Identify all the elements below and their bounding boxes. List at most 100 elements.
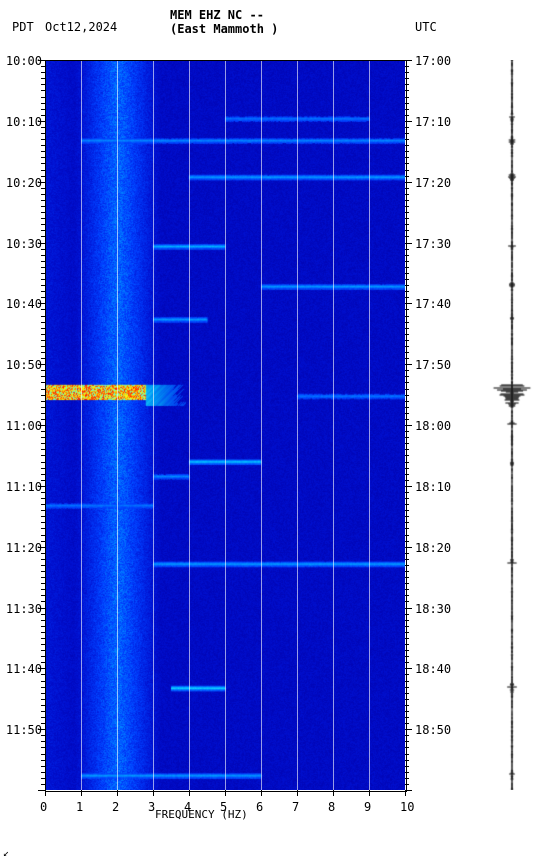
y-left-tick [41,200,45,201]
y-left-tick [41,699,45,700]
waveform-canvas [482,60,542,790]
y-left-tick [41,528,45,529]
y-left-tick [41,717,45,718]
y-right-tick [405,486,412,487]
y-right-tick [405,468,409,469]
x-tick [189,790,190,796]
y-left-tick [41,72,45,73]
y-right-tick [405,778,409,779]
y-right-tick [405,139,409,140]
y-right-tick [405,376,409,377]
y-left-tick [41,358,45,359]
y-left-tick [41,401,45,402]
y-left-tick [41,778,45,779]
y-right-tick [405,267,409,268]
y-right-tick [405,462,409,463]
y-right-tick [405,328,409,329]
y-left-tick [41,474,45,475]
y-left-tick [41,267,45,268]
y-left-tick [41,316,45,317]
y-right-tick [405,316,409,317]
header: PDT Oct12,2024 MEM EHZ NC -- (East Mammo… [0,0,552,40]
y-right-tick [405,261,409,262]
station-line2: (East Mammoth ) [170,22,278,36]
y-right-tick [405,97,409,98]
x-tick [153,790,154,796]
y-left-tick [41,553,45,554]
y-left-tick [41,455,45,456]
y-left-tick-label: 10:20 [2,176,42,190]
y-left-tick [41,571,45,572]
y-right-tick [405,723,409,724]
y-right-tick [405,157,409,158]
y-left-tick [41,510,45,511]
y-right-tick [405,717,409,718]
y-right-tick [405,504,409,505]
grid-line [117,60,118,790]
y-right-tick [405,541,409,542]
y-right-tick [405,583,409,584]
y-right-tick [405,492,409,493]
y-left-tick-label: 11:50 [2,723,42,737]
y-right-tick [405,656,409,657]
y-right-tick [405,668,412,669]
y-right-tick [405,455,409,456]
y-left-tick [41,766,45,767]
y-right-tick [405,163,409,164]
y-right-tick [405,151,409,152]
y-left-tick [41,352,45,353]
grid-line [189,60,190,790]
y-left-tick [41,97,45,98]
y-left-tick [38,729,45,730]
y-right-tick [405,693,409,694]
y-left-tick [38,668,45,669]
y-right-tick [405,431,409,432]
y-left-tick [41,687,45,688]
y-right-tick [405,413,409,414]
y-right-tick [405,522,409,523]
y-left-tick [41,145,45,146]
y-right-tick [405,474,409,475]
y-right-tick-label: 17:00 [415,54,455,68]
y-right-tick [405,218,409,219]
y-left-tick [41,163,45,164]
y-right-tick [405,699,409,700]
y-right-tick [405,443,409,444]
y-left-tick [38,121,45,122]
y-right-tick [405,322,409,323]
y-left-tick [41,492,45,493]
y-left-tick [38,486,45,487]
y-left-tick [41,109,45,110]
y-left-tick [41,206,45,207]
y-left-tick [41,188,45,189]
y-left-tick-label: 11:10 [2,480,42,494]
x-tick [45,790,46,796]
y-right-tick [405,103,409,104]
y-right-tick [405,224,409,225]
y-left-tick [38,547,45,548]
y-right-tick [405,760,409,761]
y-left-tick [41,735,45,736]
y-right-tick-label: 17:30 [415,237,455,251]
y-left-tick [41,541,45,542]
y-left-tick [41,431,45,432]
grid-line [153,60,154,790]
y-left-tick [38,182,45,183]
y-right-tick [405,303,412,304]
y-left-tick [41,589,45,590]
x-tick [117,790,118,796]
y-right-tick [405,729,412,730]
y-right-tick [405,553,409,554]
y-right-tick [405,626,409,627]
y-right-tick [405,784,409,785]
y-left-tick [41,194,45,195]
y-right-tick [405,449,409,450]
y-left-tick [41,626,45,627]
y-left-tick [41,516,45,517]
x-tick-label: 8 [328,800,335,814]
y-right-tick [405,255,409,256]
y-right-tick [405,273,409,274]
y-left-tick [41,711,45,712]
y-left-tick-label: 11:30 [2,602,42,616]
y-left-tick-label: 10:10 [2,115,42,129]
